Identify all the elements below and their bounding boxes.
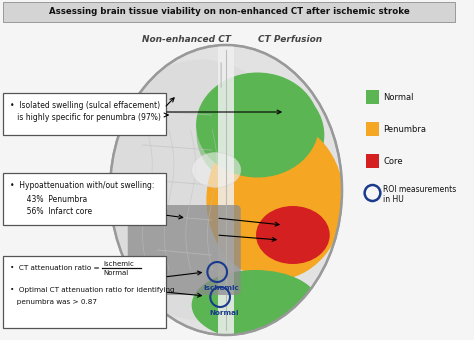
FancyBboxPatch shape [365, 90, 379, 104]
Ellipse shape [196, 72, 319, 177]
Ellipse shape [191, 153, 241, 187]
Text: Non-enhanced CT: Non-enhanced CT [142, 35, 231, 45]
FancyBboxPatch shape [3, 2, 455, 22]
Text: •  CT attenuation ratio =: • CT attenuation ratio = [10, 265, 102, 271]
Ellipse shape [206, 120, 344, 280]
Text: Penumbra: Penumbra [383, 124, 426, 134]
Ellipse shape [110, 45, 342, 335]
Text: Assessing brain tissue viability on non-enhanced CT after ischemic stroke: Assessing brain tissue viability on non-… [49, 7, 410, 17]
Text: •  Isolated swelling (sulcal effacement): • Isolated swelling (sulcal effacement) [10, 101, 160, 109]
Text: Ischemic: Ischemic [203, 285, 239, 291]
Ellipse shape [191, 270, 319, 340]
Text: 43%  Penumbra: 43% Penumbra [10, 194, 87, 204]
FancyBboxPatch shape [3, 173, 166, 225]
Text: is highly specific for penumbra (97%): is highly specific for penumbra (97%) [10, 113, 161, 121]
Text: Ischemic: Ischemic [103, 261, 134, 267]
FancyBboxPatch shape [365, 122, 379, 136]
Text: CT Perfusion: CT Perfusion [258, 35, 322, 45]
FancyBboxPatch shape [218, 45, 234, 335]
Text: Normal: Normal [210, 310, 239, 316]
FancyBboxPatch shape [365, 154, 379, 168]
Text: •  Optimal CT attenuation ratio for identifying: • Optimal CT attenuation ratio for ident… [10, 287, 174, 293]
FancyBboxPatch shape [3, 93, 166, 135]
Text: •  Hypoattenuation with/out swelling:: • Hypoattenuation with/out swelling: [10, 181, 154, 189]
Ellipse shape [197, 80, 324, 190]
Text: ROI measurements: ROI measurements [383, 186, 456, 194]
FancyBboxPatch shape [128, 205, 241, 295]
Text: in HU: in HU [383, 195, 404, 204]
Text: Core: Core [383, 156, 403, 166]
Ellipse shape [256, 206, 330, 264]
FancyBboxPatch shape [3, 256, 166, 328]
Text: Normal: Normal [103, 270, 128, 276]
Text: penumbra was > 0.87: penumbra was > 0.87 [10, 299, 97, 305]
Ellipse shape [97, 59, 306, 321]
Text: 56%  Infarct core: 56% Infarct core [10, 206, 92, 216]
Text: Normal: Normal [383, 92, 414, 102]
